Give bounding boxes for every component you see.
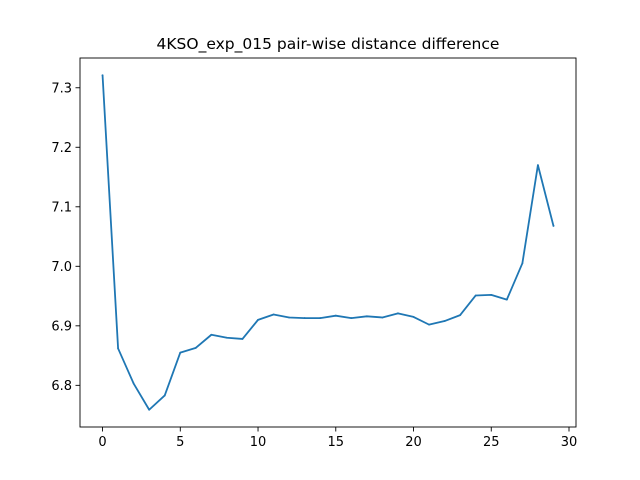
data-point xyxy=(226,336,228,339)
data-point xyxy=(163,394,166,397)
data-point xyxy=(490,293,493,296)
data-point xyxy=(132,382,135,385)
data-point xyxy=(210,333,213,336)
plot-frame xyxy=(79,57,577,428)
axes: 0 5 10 15 20 25 30 6.8 6.9 7.0 7.1 7.2 7.3 xyxy=(51,57,578,450)
data-point xyxy=(101,74,104,77)
x-tick-label: 5 xyxy=(176,435,184,450)
series-group xyxy=(101,74,555,411)
data-point xyxy=(521,262,524,265)
chart-title: 4KSO_exp_015 pair-wise distance differen… xyxy=(157,35,500,54)
data-point xyxy=(459,314,462,317)
data-point xyxy=(474,294,477,297)
data-point xyxy=(241,338,244,340)
x-tick-label: 0 xyxy=(98,435,106,450)
data-point xyxy=(443,320,446,322)
data-point xyxy=(288,316,291,319)
data-point xyxy=(505,298,508,301)
data-point xyxy=(272,313,275,316)
data-point xyxy=(179,351,182,354)
x-tick-label: 30 xyxy=(561,435,578,450)
data-point xyxy=(412,315,415,318)
data-point xyxy=(194,346,197,349)
data-point xyxy=(537,164,539,167)
y-tick-label: 7.0 xyxy=(51,260,72,275)
data-point xyxy=(350,317,353,319)
data-point xyxy=(365,315,368,318)
x-tick-label: 20 xyxy=(405,435,422,450)
data-point xyxy=(428,323,430,326)
x-tick-label: 25 xyxy=(483,435,500,450)
data-point xyxy=(257,318,259,321)
y-tick-label: 7.1 xyxy=(51,200,72,215)
x-tick-label: 10 xyxy=(250,435,267,450)
x-tick-label: 15 xyxy=(328,435,345,450)
y-tick-label: 6.8 xyxy=(51,379,72,394)
data-point xyxy=(148,408,151,411)
y-tick-label: 7.3 xyxy=(51,81,72,96)
y-tick-label: 6.9 xyxy=(51,319,72,334)
data-point xyxy=(303,317,306,319)
data-point xyxy=(334,314,337,317)
data-point xyxy=(319,317,322,319)
y-tick-label: 7.2 xyxy=(51,141,72,156)
series-line xyxy=(101,74,555,411)
data-point xyxy=(552,224,555,227)
data-point xyxy=(117,347,119,350)
data-point xyxy=(397,312,399,315)
data-point xyxy=(381,316,384,319)
